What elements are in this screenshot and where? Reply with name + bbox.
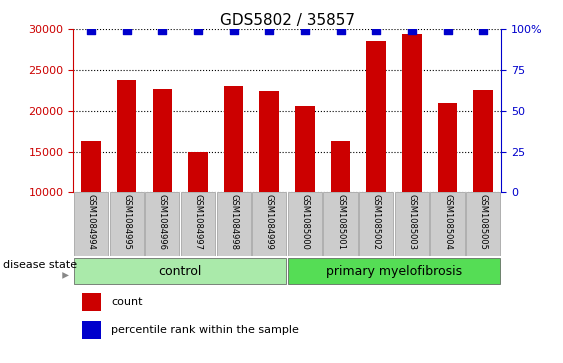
Bar (438, 102, 457, 192)
Bar (82, 321, 101, 339)
Bar (466, 192, 501, 256)
Point (158, 27, 167, 33)
Bar (252, 192, 287, 256)
Bar (145, 192, 180, 256)
Bar (288, 258, 501, 285)
Bar (288, 192, 322, 256)
Bar (82, 293, 101, 311)
Text: count: count (111, 297, 143, 307)
Bar (260, 91, 279, 192)
Point (443, 27, 452, 33)
Bar (217, 192, 251, 256)
Bar (395, 192, 429, 256)
Text: GSM1085002: GSM1085002 (372, 194, 381, 250)
Bar (431, 192, 464, 256)
Point (229, 27, 238, 33)
Text: GSM1085005: GSM1085005 (479, 194, 488, 250)
Point (301, 27, 310, 33)
Bar (402, 34, 422, 192)
Title: GDS5802 / 35857: GDS5802 / 35857 (220, 13, 355, 28)
Bar (331, 141, 350, 192)
Bar (74, 192, 108, 256)
Bar (295, 106, 315, 192)
Point (194, 27, 203, 33)
Text: GSM1085001: GSM1085001 (336, 194, 345, 250)
Point (336, 27, 345, 33)
Point (265, 27, 274, 33)
Text: GSM1084994: GSM1084994 (87, 194, 96, 250)
Bar (367, 41, 386, 192)
Text: primary myelofibrosis: primary myelofibrosis (326, 265, 462, 278)
Text: disease state: disease state (3, 260, 77, 270)
Point (408, 27, 417, 33)
Bar (359, 192, 394, 256)
Bar (110, 192, 144, 256)
Point (87, 27, 96, 33)
Text: GSM1084997: GSM1084997 (194, 194, 203, 250)
Bar (473, 90, 493, 192)
Text: GSM1085003: GSM1085003 (408, 194, 417, 250)
Text: GSM1085004: GSM1085004 (443, 194, 452, 250)
Text: GSM1084999: GSM1084999 (265, 194, 274, 250)
Text: GSM1085000: GSM1085000 (301, 194, 310, 250)
Bar (81, 141, 101, 192)
Point (479, 27, 488, 33)
Text: GSM1084996: GSM1084996 (158, 194, 167, 250)
Point (372, 27, 381, 33)
Bar (188, 152, 208, 192)
Bar (181, 192, 215, 256)
Bar (117, 81, 136, 192)
Text: percentile rank within the sample: percentile rank within the sample (111, 325, 299, 335)
Bar (153, 90, 172, 192)
Text: control: control (158, 265, 202, 278)
Point (122, 27, 131, 33)
Text: GSM1084998: GSM1084998 (229, 194, 238, 250)
Bar (224, 86, 243, 192)
Bar (324, 192, 358, 256)
Text: GSM1084995: GSM1084995 (122, 194, 131, 250)
Bar (74, 258, 287, 285)
